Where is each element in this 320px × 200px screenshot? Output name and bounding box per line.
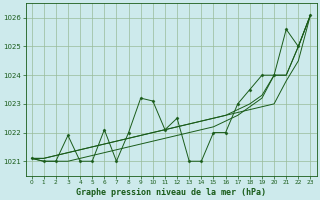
X-axis label: Graphe pression niveau de la mer (hPa): Graphe pression niveau de la mer (hPa) [76, 188, 266, 197]
